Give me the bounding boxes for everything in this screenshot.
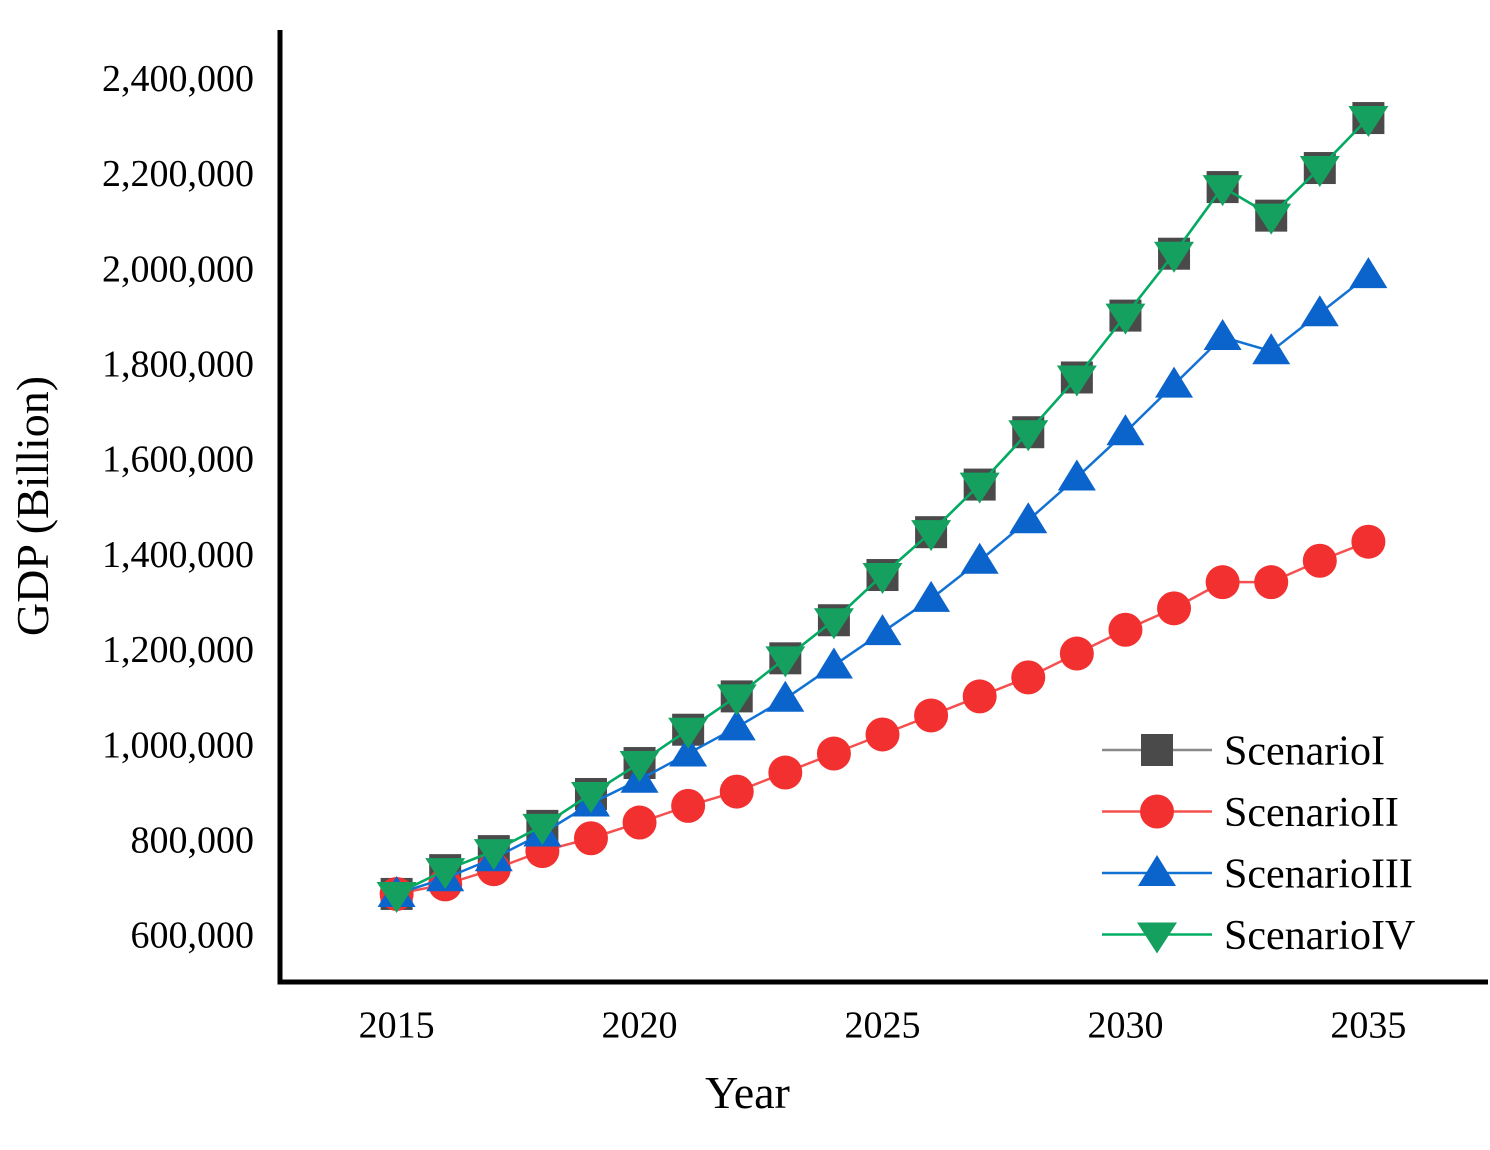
ScenarioIV-marker [473, 839, 514, 871]
series-ScenarioIV [376, 106, 1389, 913]
ScenarioIV-marker [911, 520, 952, 552]
legend-label: ScenarioI [1224, 729, 1385, 775]
ScenarioIII-marker [1009, 502, 1048, 534]
ScenarioII-marker [1011, 660, 1046, 695]
legend-marker-triangle-up [1138, 855, 1176, 886]
ScenarioIV-marker [376, 881, 417, 913]
ScenarioII-marker [671, 788, 706, 823]
legend-marker-circle [1140, 794, 1174, 829]
legend-item-ScenarioIV: ScenarioIV [1102, 913, 1415, 959]
ScenarioIV-marker [425, 858, 466, 890]
ScenarioIII-marker [669, 735, 708, 767]
x-tick-label: 2035 [1330, 1004, 1406, 1046]
ScenarioII-marker [1157, 591, 1192, 626]
ScenarioIV-marker [1348, 106, 1389, 138]
y-axis-title: GDP (Billion) [7, 376, 58, 636]
x-tick-label: 2030 [1087, 1004, 1163, 1046]
ScenarioIII-marker [766, 680, 805, 712]
legend-marker-square [1141, 734, 1173, 766]
ScenarioIII-marker [1349, 257, 1388, 289]
y-tick-label: 1,800,000 [102, 344, 254, 386]
ScenarioII-marker [622, 805, 657, 840]
legend-marker-triangle-down [1137, 922, 1177, 954]
ScenarioII-marker [1108, 612, 1143, 647]
y-tick-label: 2,200,000 [102, 153, 254, 195]
legend-item-ScenarioI: ScenarioI [1102, 729, 1385, 775]
series-ScenarioI [380, 102, 1385, 910]
y-tick-label: 2,000,000 [102, 248, 254, 290]
x-tick-label: 2025 [845, 1004, 921, 1046]
legend: ScenarioI ScenarioII ScenarioIII ScenarioIV [1102, 729, 1415, 959]
y-tick-label: 2,400,000 [102, 58, 254, 100]
ScenarioIV-marker [959, 472, 1000, 504]
ScenarioIII-marker [1300, 295, 1339, 327]
ScenarioII-marker [719, 774, 754, 809]
x-tick-label: 2015 [359, 1004, 435, 1046]
y-tick-label: 1,200,000 [102, 629, 254, 671]
ScenarioIV-marker [570, 781, 611, 813]
y-tick-label: 1,400,000 [102, 534, 254, 576]
ScenarioIV-marker [668, 717, 709, 749]
legend-label: ScenarioII [1224, 790, 1399, 836]
ScenarioIV-marker [522, 813, 563, 845]
ScenarioII-marker [962, 679, 997, 714]
series-ScenarioII [379, 524, 1386, 911]
ScenarioIII-marker [1155, 366, 1194, 398]
legend-item-ScenarioIII: ScenarioIII [1102, 852, 1413, 898]
ScenarioIV-marker [813, 608, 854, 640]
ScenarioIII-marker [912, 580, 951, 612]
axis-lines [277, 30, 1488, 985]
ScenarioIII-marker [863, 614, 902, 646]
ScenarioII-marker [573, 821, 608, 856]
ScenarioII-marker [914, 698, 949, 733]
ScenarioIV-marker [765, 646, 806, 678]
ScenarioIII-marker [814, 647, 853, 679]
ScenarioIV-marker [716, 684, 757, 716]
y-tick-label: 600,000 [131, 915, 255, 957]
y-tick-label: 1,000,000 [102, 724, 254, 766]
ScenarioIV-marker [862, 563, 903, 595]
ScenarioIII-marker [960, 542, 999, 574]
legend-label: ScenarioIV [1224, 913, 1415, 959]
legend-label: ScenarioIII [1224, 852, 1413, 898]
ScenarioIII-marker [717, 709, 756, 741]
ScenarioIII-marker [1057, 459, 1096, 491]
ScenarioII-marker [1254, 565, 1289, 600]
ScenarioIV-marker [1008, 420, 1049, 452]
ScenarioII-marker [1205, 565, 1240, 600]
ScenarioIV-marker [1105, 303, 1146, 335]
ScenarioIV-marker [1202, 175, 1243, 207]
y-tick-label: 1,600,000 [102, 439, 254, 481]
ScenarioIV-marker [1299, 156, 1340, 188]
ScenarioIV-marker [1056, 365, 1097, 397]
ScenarioIV-marker [1154, 241, 1195, 273]
ScenarioIII-marker [1203, 319, 1242, 351]
ScenarioIII-marker [1106, 414, 1145, 446]
ScenarioI-line [396, 117, 1370, 896]
ScenarioII-marker [768, 755, 803, 790]
ScenarioII-marker [1351, 524, 1386, 559]
x-axis-title: Year [705, 1067, 790, 1118]
ScenarioIV-marker [1251, 203, 1292, 235]
ScenarioII-marker [816, 736, 851, 771]
ScenarioIII-marker [1252, 333, 1291, 365]
ScenarioII-marker [1302, 543, 1337, 578]
ScenarioII-marker [865, 717, 900, 752]
ScenarioIV-line [396, 117, 1370, 896]
x-tick-label: 2020 [602, 1004, 678, 1046]
ScenarioII-marker [1059, 636, 1094, 671]
ScenarioIV-marker [619, 751, 660, 783]
legend-item-ScenarioII: ScenarioII [1102, 790, 1399, 836]
y-tick-label: 800,000 [131, 820, 255, 862]
